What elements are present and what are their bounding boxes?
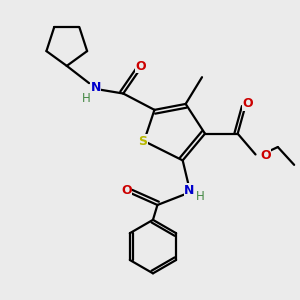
- Text: N: N: [90, 81, 101, 94]
- Text: H: H: [196, 190, 205, 202]
- Text: O: O: [260, 149, 271, 162]
- Text: O: O: [243, 98, 254, 110]
- Text: S: S: [138, 135, 147, 148]
- Text: H: H: [82, 92, 91, 105]
- Text: N: N: [184, 184, 195, 196]
- Text: O: O: [136, 60, 146, 73]
- Text: O: O: [121, 184, 131, 196]
